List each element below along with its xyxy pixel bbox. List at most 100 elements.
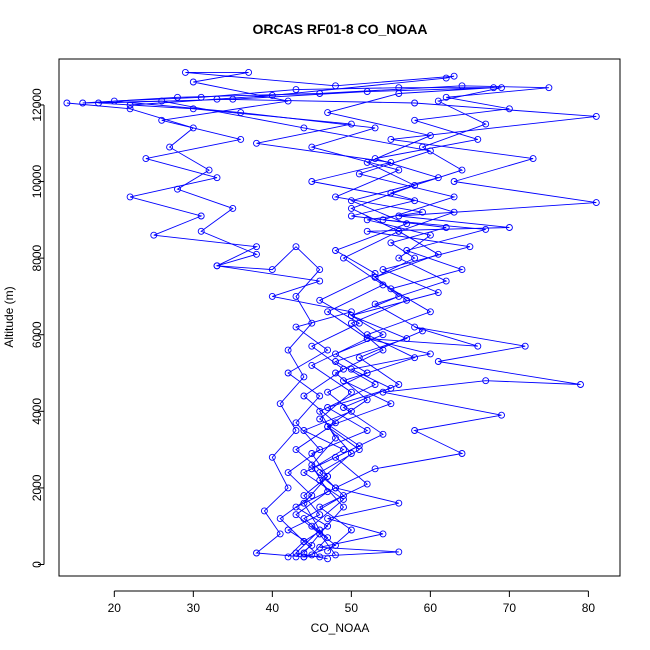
- data-point: [466, 243, 474, 251]
- data-point: [379, 388, 387, 396]
- data-point: [347, 526, 355, 534]
- y-axis: 0 2000 4000 6000 8000 10000 12000: [30, 88, 45, 568]
- data-point: [347, 319, 355, 327]
- data-point: [355, 354, 363, 362]
- data-point: [577, 381, 584, 388]
- data-point: [363, 396, 371, 404]
- data-point: [379, 331, 387, 339]
- data-point: [284, 469, 292, 477]
- data-point: [340, 404, 347, 411]
- data-point: [450, 208, 458, 216]
- data-point: [316, 511, 324, 519]
- data-point: [197, 212, 205, 220]
- data-point: [395, 499, 403, 507]
- data-point: [324, 109, 332, 117]
- data-point: [316, 530, 324, 538]
- data-point: [253, 139, 260, 147]
- data-point: [371, 300, 379, 308]
- data-point: [347, 450, 355, 457]
- data-point: [545, 84, 553, 92]
- data-point: [284, 97, 292, 105]
- data-point: [411, 323, 419, 331]
- x-axis-label: CO_NOAA: [311, 621, 370, 635]
- data-point: [142, 155, 150, 163]
- data-point: [426, 231, 434, 239]
- data-point: [126, 193, 134, 201]
- data-point: [276, 515, 284, 523]
- data-point: [292, 503, 300, 511]
- data-point: [505, 105, 513, 113]
- data-point: [363, 427, 371, 434]
- data-point: [237, 135, 245, 143]
- data-point: [316, 543, 324, 551]
- x-tick-label: 40: [266, 601, 280, 615]
- data-point: [205, 166, 213, 174]
- data-point: [197, 93, 205, 101]
- data-point: [434, 289, 442, 297]
- data-point: [126, 105, 134, 113]
- data-point: [387, 239, 395, 247]
- data-point: [419, 327, 426, 335]
- data-point: [363, 480, 371, 488]
- data-point: [300, 373, 308, 381]
- data-point: [308, 541, 316, 549]
- data-point: [213, 174, 221, 182]
- x-tick-label: 20: [108, 601, 122, 615]
- data-point: [213, 262, 221, 270]
- data-point: [284, 369, 292, 377]
- data-point: [308, 465, 316, 473]
- data-point: [403, 220, 411, 228]
- x-tick-label: 60: [424, 601, 438, 615]
- data-point: [450, 193, 458, 201]
- data-point: [308, 551, 316, 559]
- y-tick-label: 12000: [30, 88, 44, 122]
- data-point: [300, 124, 308, 132]
- data-point: [411, 99, 419, 107]
- data-point: [300, 469, 308, 477]
- data-point: [521, 342, 529, 350]
- data-point: [395, 548, 403, 556]
- data-point: [292, 419, 300, 427]
- data-point: [284, 346, 292, 354]
- series-layer: [63, 68, 600, 563]
- data-point: [332, 369, 339, 377]
- data-point: [308, 178, 316, 185]
- data-point: [292, 243, 300, 251]
- data-point: [411, 427, 419, 434]
- data-point: [442, 224, 450, 231]
- data-point: [411, 181, 419, 189]
- data-point: [411, 116, 419, 124]
- x-tick-label: 70: [503, 601, 517, 615]
- data-point: [387, 285, 395, 293]
- data-point: [324, 522, 332, 530]
- data-point: [174, 93, 181, 101]
- data-point: [276, 530, 284, 538]
- y-tick-label: 2000: [30, 474, 44, 501]
- data-point: [379, 346, 387, 354]
- data-point: [387, 135, 395, 143]
- data-point: [300, 392, 308, 400]
- data-point: [371, 124, 379, 132]
- data-point: [300, 427, 308, 434]
- data-point: [253, 243, 260, 251]
- data-point: [150, 231, 158, 239]
- data-point: [426, 308, 434, 316]
- data-point: [371, 381, 379, 388]
- data-point: [592, 112, 600, 120]
- data-point: [434, 358, 442, 365]
- data-point: [316, 503, 324, 511]
- data-point: [229, 204, 237, 212]
- data-point: [498, 84, 505, 92]
- data-point: [284, 484, 292, 492]
- y-tick-label: 10000: [30, 165, 44, 199]
- data-point: [308, 342, 316, 350]
- data-point: [300, 492, 308, 500]
- data-point: [276, 400, 284, 408]
- data-point: [126, 101, 134, 109]
- data-point: [308, 450, 316, 457]
- data-point: [379, 266, 387, 274]
- data-point: [458, 450, 466, 457]
- data-point: [316, 277, 324, 285]
- data-point: [292, 446, 300, 454]
- data-point: [332, 247, 339, 254]
